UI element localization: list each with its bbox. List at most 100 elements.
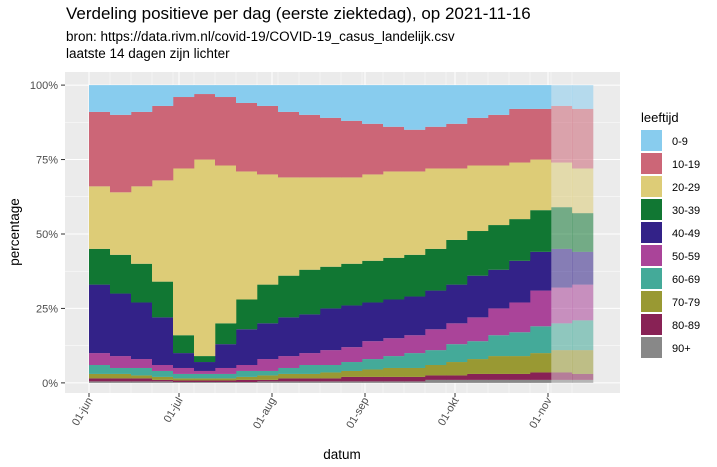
bar-segment bbox=[404, 367, 426, 377]
bar-segment bbox=[278, 373, 300, 379]
bar-segment bbox=[299, 85, 321, 115]
bar-segment bbox=[89, 284, 111, 354]
bar-segment bbox=[509, 332, 531, 357]
bar-segment bbox=[488, 165, 510, 226]
bar-segment bbox=[404, 171, 426, 255]
bar-segment bbox=[131, 85, 153, 112]
chart-subtitle: bron: https://data.rivm.nl/covid-19/COVI… bbox=[66, 29, 455, 44]
bar-segment bbox=[572, 350, 594, 374]
bar-segment bbox=[194, 378, 216, 381]
bar-segment bbox=[131, 111, 153, 187]
bar-segment bbox=[530, 210, 552, 252]
bar-segment bbox=[215, 323, 237, 345]
chart-subtitle: laatste 14 dagen zijn lichter bbox=[66, 46, 230, 61]
y-tick-label: 50% bbox=[36, 229, 58, 241]
bar-segment bbox=[173, 97, 195, 169]
bar-segment bbox=[488, 379, 510, 383]
bar-segment bbox=[320, 378, 342, 382]
bar-segment bbox=[362, 341, 384, 360]
bar-segment bbox=[404, 335, 426, 354]
bar-segment bbox=[551, 105, 573, 163]
bar-segment bbox=[110, 367, 132, 374]
bar-segment bbox=[131, 381, 153, 383]
bar-segment bbox=[341, 362, 363, 371]
bar-segment bbox=[89, 353, 111, 366]
bar-segment bbox=[425, 290, 447, 330]
bar-segment bbox=[215, 85, 237, 98]
bar-segment bbox=[551, 248, 573, 288]
bar-segment bbox=[404, 353, 426, 368]
bar-segment bbox=[236, 299, 258, 330]
bar-segment bbox=[530, 159, 552, 211]
bar-segment bbox=[173, 373, 195, 379]
bar-segment bbox=[446, 344, 468, 363]
legend-key bbox=[641, 268, 662, 289]
bar-segment bbox=[131, 375, 153, 379]
legend-label: 50-59 bbox=[672, 251, 700, 263]
bar-segment bbox=[131, 302, 153, 360]
bar-segment bbox=[320, 372, 342, 379]
bar-segment bbox=[257, 105, 279, 175]
bar-segment bbox=[551, 350, 573, 373]
bar-segment bbox=[215, 165, 237, 324]
bar-segment bbox=[194, 356, 216, 363]
bar-segment bbox=[509, 85, 531, 109]
bar-segment bbox=[362, 302, 384, 342]
bar-segment bbox=[488, 308, 510, 336]
bar-segment bbox=[362, 174, 384, 261]
x-tick-label: 01-okt bbox=[436, 396, 462, 428]
bar-segment bbox=[446, 123, 468, 169]
bar-segment bbox=[551, 85, 573, 106]
bar-segment bbox=[341, 381, 363, 383]
legend-label: 90+ bbox=[672, 343, 691, 355]
bar-segment bbox=[425, 375, 447, 380]
legend-key bbox=[641, 153, 662, 174]
bar-segment bbox=[509, 373, 531, 380]
bar-segment bbox=[299, 314, 321, 354]
legend-key bbox=[641, 291, 662, 312]
legend-label: 30-39 bbox=[672, 205, 700, 217]
bar-segment bbox=[509, 162, 531, 220]
bar-segment bbox=[194, 370, 216, 374]
bar-segment bbox=[362, 85, 384, 124]
bar-segment bbox=[152, 105, 174, 181]
legend-key bbox=[641, 130, 662, 151]
bar-segment bbox=[425, 248, 447, 291]
bar-segment bbox=[404, 296, 426, 336]
bar-segment bbox=[341, 177, 363, 264]
bar-segment bbox=[236, 370, 258, 377]
bar-segment bbox=[362, 359, 384, 370]
bar-segment bbox=[383, 338, 405, 357]
bar-segment bbox=[383, 126, 405, 172]
bar-segment bbox=[278, 275, 300, 318]
bar-segment bbox=[278, 378, 300, 382]
bar-segment bbox=[530, 85, 552, 109]
bar-segment bbox=[173, 367, 195, 374]
bar-segment bbox=[488, 335, 510, 357]
bar-segment bbox=[362, 369, 384, 377]
x-axis-title: datum bbox=[323, 447, 361, 462]
bar-segment bbox=[383, 299, 405, 339]
bar-segment bbox=[341, 376, 363, 382]
bar-segment bbox=[341, 370, 363, 377]
bar-segment bbox=[152, 381, 174, 383]
bar-segment bbox=[89, 111, 111, 187]
bar-segment bbox=[236, 329, 258, 366]
legend-key bbox=[641, 222, 662, 243]
bar-segment bbox=[467, 379, 489, 383]
bar-segment bbox=[551, 323, 573, 351]
bar-segment bbox=[173, 378, 195, 381]
bar-segment bbox=[530, 326, 552, 354]
bar-segment bbox=[278, 367, 300, 374]
chart-title: Verdeling positieve per dag (eerste ziek… bbox=[66, 4, 531, 23]
legend-label: 60-69 bbox=[672, 274, 700, 286]
bar-segment bbox=[488, 114, 510, 166]
bar-segment bbox=[530, 372, 552, 380]
bar-segment bbox=[551, 287, 573, 324]
bar-segment bbox=[425, 126, 447, 169]
bar-segment bbox=[299, 114, 321, 178]
bar-segment bbox=[530, 379, 552, 383]
bar-segment bbox=[551, 207, 573, 249]
bar-segment bbox=[572, 251, 594, 285]
